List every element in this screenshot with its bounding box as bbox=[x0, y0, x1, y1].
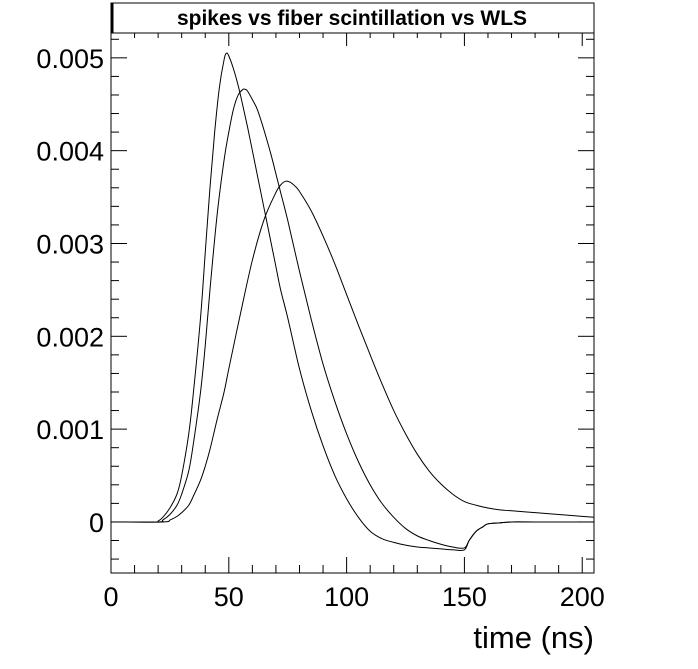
x-tick-label: 100 bbox=[324, 582, 369, 612]
axis-ticks bbox=[110, 30, 594, 573]
y-tick-label: 0.004 bbox=[36, 137, 104, 167]
y-tick-label: 0.001 bbox=[36, 415, 104, 445]
series-line-1 bbox=[110, 52, 594, 552]
chart-title: spikes vs fiber scintillation vs WLS bbox=[177, 7, 527, 30]
x-tick-label: 150 bbox=[442, 582, 487, 612]
plot-frame bbox=[110, 29, 595, 574]
series-group bbox=[110, 52, 595, 552]
series-line-3 bbox=[110, 180, 595, 523]
y-tick-label: 0.005 bbox=[36, 44, 104, 74]
tick-labels: 0 50 100 150 200 0 0.001 0.002 0.003 0.004 0.005 bbox=[36, 44, 604, 612]
x-tick-label: 200 bbox=[560, 582, 605, 612]
series-line-2 bbox=[110, 88, 594, 549]
y-tick-label: 0.002 bbox=[36, 322, 104, 352]
y-tick-label: 0.003 bbox=[36, 229, 104, 259]
x-axis-title: time (ns) bbox=[473, 620, 594, 655]
x-tick-label: 0 bbox=[103, 582, 118, 612]
x-tick-label: 50 bbox=[214, 582, 244, 612]
y-tick-label: 0 bbox=[89, 508, 104, 538]
